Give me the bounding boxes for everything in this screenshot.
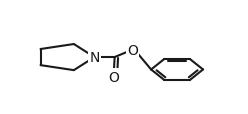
Text: O: O <box>108 70 119 84</box>
Text: N: N <box>89 51 100 65</box>
Text: O: O <box>127 43 138 57</box>
